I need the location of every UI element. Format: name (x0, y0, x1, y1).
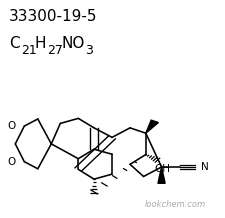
Text: C: C (9, 36, 20, 51)
Text: 27: 27 (47, 44, 63, 58)
Text: OH: OH (155, 164, 171, 174)
Text: 33300-19-5: 33300-19-5 (9, 9, 97, 24)
Text: O: O (7, 157, 16, 167)
Text: O: O (7, 121, 16, 131)
Polygon shape (158, 167, 165, 183)
Text: N: N (201, 162, 209, 172)
Polygon shape (146, 120, 158, 133)
Text: 3: 3 (86, 44, 93, 58)
Text: H: H (35, 36, 46, 51)
Text: NO: NO (61, 36, 85, 51)
Text: lookchem.com: lookchem.com (145, 200, 206, 209)
Text: 21: 21 (21, 44, 37, 58)
